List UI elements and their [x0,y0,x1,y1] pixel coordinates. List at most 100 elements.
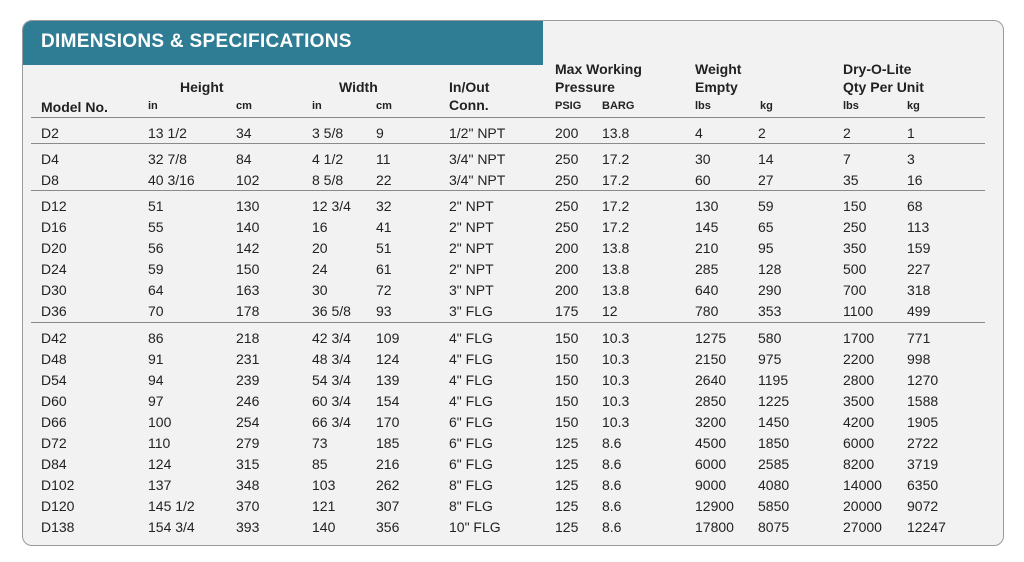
psig-cell: 125 [555,519,579,535]
height-cm-cell: 178 [236,303,260,319]
width-in-cell: 60 3/4 [312,393,351,409]
header-conn-line1: In/Out [449,79,490,95]
height-in-cell: 40 3/16 [148,172,195,188]
connection-cell: 4" FLG [449,372,493,388]
weight-lbs-cell: 60 [695,172,711,188]
weight-kg-cell: 128 [758,261,782,277]
qty-lbs-cell: 2800 [843,372,875,388]
width-cm-cell: 124 [376,351,400,367]
qty-kg-cell: 1588 [907,393,939,409]
weight-kg-cell: 975 [758,351,782,367]
connection-cell: 6" FLG [449,456,493,472]
width-cm-cell: 72 [376,282,392,298]
qty-lbs-cell: 20000 [843,498,882,514]
height-cm-cell: 218 [236,330,260,346]
barg-cell: 17.2 [602,151,630,167]
height-cm-cell: 315 [236,456,260,472]
width-in-cell: 85 [312,456,328,472]
psig-cell: 200 [555,282,579,298]
model-cell: D8 [41,172,59,188]
qty-lbs-cell: 3500 [843,393,875,409]
model-cell: D102 [41,477,75,493]
width-cm-cell: 185 [376,435,400,451]
weight-lbs-cell: 12900 [695,498,734,514]
header-pressure-line1: Max Working [555,61,642,77]
height-cm-cell: 163 [236,282,260,298]
barg-cell: 13.8 [602,261,630,277]
weight-lbs-cell: 285 [695,261,719,277]
weight-lbs-cell: 6000 [695,456,727,472]
weight-lbs-cell: 4500 [695,435,727,451]
table-title: DIMENSIONS & SPECIFICATIONS [41,31,352,52]
header-height: Height [180,79,224,95]
model-cell: D54 [41,372,67,388]
barg-cell: 10.3 [602,330,630,346]
unit-psig: PSIG [555,100,582,112]
header-weight-line1: Weight [695,61,742,77]
barg-cell: 10.3 [602,372,630,388]
width-cm-cell: 216 [376,456,400,472]
height-in-cell: 13 1/2 [148,125,187,141]
qty-lbs-cell: 1700 [843,330,875,346]
qty-lbs-cell: 8200 [843,456,875,472]
qty-kg-cell: 16 [907,172,923,188]
weight-lbs-cell: 4 [695,125,703,141]
width-cm-cell: 51 [376,240,392,256]
weight-kg-cell: 1225 [758,393,790,409]
model-cell: D42 [41,330,67,346]
height-in-cell: 32 7/8 [148,151,187,167]
height-cm-cell: 393 [236,519,260,535]
header-width: Width [339,79,378,95]
width-in-cell: 66 3/4 [312,414,351,430]
model-cell: D36 [41,303,67,319]
qty-lbs-cell: 500 [843,261,867,277]
unit-qty-kg: kg [907,100,920,112]
barg-cell: 13.8 [602,125,630,141]
model-cell: D60 [41,393,67,409]
barg-cell: 13.8 [602,282,630,298]
header-conn-line2: Conn. [449,97,489,113]
height-in-cell: 124 [148,456,172,472]
width-in-cell: 48 3/4 [312,351,351,367]
height-in-cell: 145 1/2 [148,498,195,514]
psig-cell: 125 [555,456,579,472]
height-in-cell: 97 [148,393,164,409]
weight-kg-cell: 1850 [758,435,790,451]
qty-lbs-cell: 14000 [843,477,882,493]
width-cm-cell: 32 [376,198,392,214]
barg-cell: 17.2 [602,198,630,214]
height-cm-cell: 254 [236,414,260,430]
barg-cell: 17.2 [602,172,630,188]
unit-barg: BARG [602,100,635,112]
connection-cell: 4" FLG [449,330,493,346]
barg-cell: 8.6 [602,456,622,472]
header-pressure-line2: Pressure [555,79,615,95]
psig-cell: 150 [555,414,579,430]
weight-kg-cell: 353 [758,303,782,319]
width-cm-cell: 170 [376,414,400,430]
height-in-cell: 56 [148,240,164,256]
psig-cell: 150 [555,393,579,409]
connection-cell: 3" NPT [449,282,494,298]
model-cell: D84 [41,456,67,472]
qty-kg-cell: 3719 [907,456,939,472]
weight-lbs-cell: 210 [695,240,719,256]
qty-kg-cell: 227 [907,261,931,277]
connection-cell: 6" FLG [449,414,493,430]
psig-cell: 200 [555,125,579,141]
title-banner: DIMENSIONS & SPECIFICATIONS [23,21,543,65]
header-divider [31,117,985,118]
height-in-cell: 51 [148,198,164,214]
height-cm-cell: 34 [236,125,252,141]
height-cm-cell: 140 [236,219,260,235]
header-qty-line1: Dry-O-Lite [843,61,912,77]
connection-cell: 2" NPT [449,219,494,235]
qty-lbs-cell: 6000 [843,435,875,451]
specifications-panel: DIMENSIONS & SPECIFICATIONS Model No. He… [22,20,1004,546]
barg-cell: 8.6 [602,477,622,493]
weight-lbs-cell: 3200 [695,414,727,430]
width-cm-cell: 41 [376,219,392,235]
psig-cell: 250 [555,172,579,188]
barg-cell: 12 [602,303,618,319]
height-cm-cell: 239 [236,372,260,388]
